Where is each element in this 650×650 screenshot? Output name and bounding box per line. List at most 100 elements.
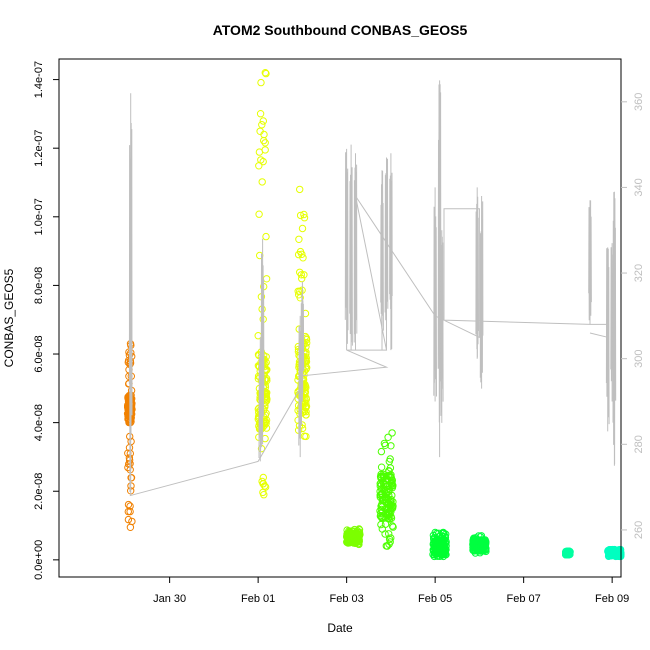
- data-point: [380, 439, 389, 448]
- y2-axis: 260 280 300 320 340 360: [621, 93, 645, 539]
- data-point: [345, 527, 353, 535]
- data-point: [385, 515, 394, 523]
- data-point: [300, 214, 309, 222]
- data-point: [296, 211, 305, 220]
- y2-tick-label: 320: [633, 264, 645, 282]
- data-point: [257, 78, 265, 87]
- data-point: [261, 482, 269, 490]
- data-point: [124, 500, 133, 509]
- data-point: [296, 287, 304, 295]
- data-point: [381, 520, 390, 528]
- data-point: [300, 271, 308, 279]
- data-point: [377, 473, 385, 481]
- x-tick-label: Feb 03: [330, 593, 364, 605]
- secondary-line-spike: [440, 230, 444, 423]
- data-point: [255, 210, 263, 218]
- series-flight-7: [469, 532, 490, 557]
- data-point: [262, 69, 270, 78]
- data-point: [300, 432, 309, 440]
- y-tick-label: 1.2e-07: [33, 130, 45, 167]
- x-tick-label: Feb 01: [241, 593, 275, 605]
- data-point: [126, 502, 134, 510]
- data-point: [296, 247, 305, 256]
- data-point: [430, 552, 438, 561]
- data-point: [262, 275, 271, 283]
- data-point: [348, 534, 356, 542]
- series-flight-6: [429, 528, 450, 561]
- data-point: [480, 537, 489, 545]
- data-point: [385, 530, 393, 538]
- data-point: [563, 550, 571, 559]
- data-points: [123, 69, 625, 561]
- data-point: [441, 532, 449, 540]
- data-point: [385, 467, 393, 475]
- plot-frame: [58, 58, 622, 578]
- data-point: [354, 539, 362, 548]
- data-point: [384, 433, 392, 441]
- data-point: [389, 523, 397, 531]
- y-tick-label: 1.0e-07: [33, 198, 45, 235]
- data-point: [431, 543, 439, 551]
- secondary-line-spike: [612, 191, 617, 466]
- secondary-line-spike: [389, 153, 393, 351]
- data-point: [258, 121, 266, 129]
- secondary-line-spike: [349, 144, 353, 351]
- data-point: [382, 490, 391, 498]
- data-point: [434, 544, 442, 552]
- data-point: [296, 185, 304, 194]
- data-point: [260, 130, 268, 139]
- y-axis: 0.0e+00 2.0e-08 4.0e-08 6.0e-08 8.0e-08 1.0e-…: [33, 61, 59, 580]
- data-point: [259, 117, 267, 125]
- series-flight-4: [343, 525, 364, 549]
- data-point: [302, 411, 310, 419]
- data-point: [482, 547, 490, 556]
- data-point: [296, 268, 304, 276]
- data-point: [257, 156, 265, 164]
- data-point: [389, 502, 397, 510]
- data-point: [377, 520, 385, 529]
- y2-tick-label: 260: [633, 521, 645, 539]
- data-point: [355, 531, 364, 540]
- series-flight-9: [604, 545, 625, 561]
- data-point: [353, 527, 362, 535]
- data-point: [438, 544, 447, 552]
- data-point: [387, 501, 395, 509]
- data-point: [438, 532, 447, 541]
- y2-tick-label: 300: [633, 349, 645, 367]
- secondary-line-spike: [353, 153, 358, 351]
- data-point: [381, 510, 389, 518]
- y-tick-label: 1.4e-07: [33, 61, 45, 98]
- y-tick-label: 4.0e-08: [33, 404, 45, 441]
- data-point: [355, 528, 364, 536]
- data-point: [469, 546, 477, 554]
- data-point: [470, 535, 479, 544]
- series-flight-5: [376, 429, 397, 550]
- data-point: [262, 232, 270, 241]
- y2-tick-label: 360: [633, 93, 645, 111]
- data-point: [124, 515, 133, 524]
- data-point: [302, 403, 310, 412]
- data-point: [389, 481, 397, 490]
- series-flight-8: [562, 547, 574, 559]
- data-point: [126, 523, 135, 531]
- data-point: [260, 136, 268, 145]
- secondary-line-connector: [129, 195, 609, 497]
- secondary-line-spike: [475, 187, 479, 359]
- secondary-line: [128, 80, 617, 497]
- y-tick-label: 8.0e-08: [33, 267, 45, 304]
- y-tick-label: 2.0e-08: [33, 473, 45, 510]
- data-point: [386, 472, 394, 480]
- x-tick-label: Jan 30: [153, 593, 186, 605]
- secondary-line-spike: [433, 187, 437, 402]
- data-point: [436, 552, 444, 560]
- data-point: [259, 480, 267, 488]
- data-point: [431, 533, 439, 542]
- secondary-line-spike: [384, 157, 389, 351]
- data-point: [255, 148, 264, 156]
- data-point: [382, 476, 390, 484]
- secondary-line-spike: [588, 200, 592, 325]
- y2-tick-label: 340: [633, 178, 645, 196]
- data-point: [295, 235, 303, 244]
- data-point: [377, 463, 386, 471]
- data-point: [385, 540, 393, 548]
